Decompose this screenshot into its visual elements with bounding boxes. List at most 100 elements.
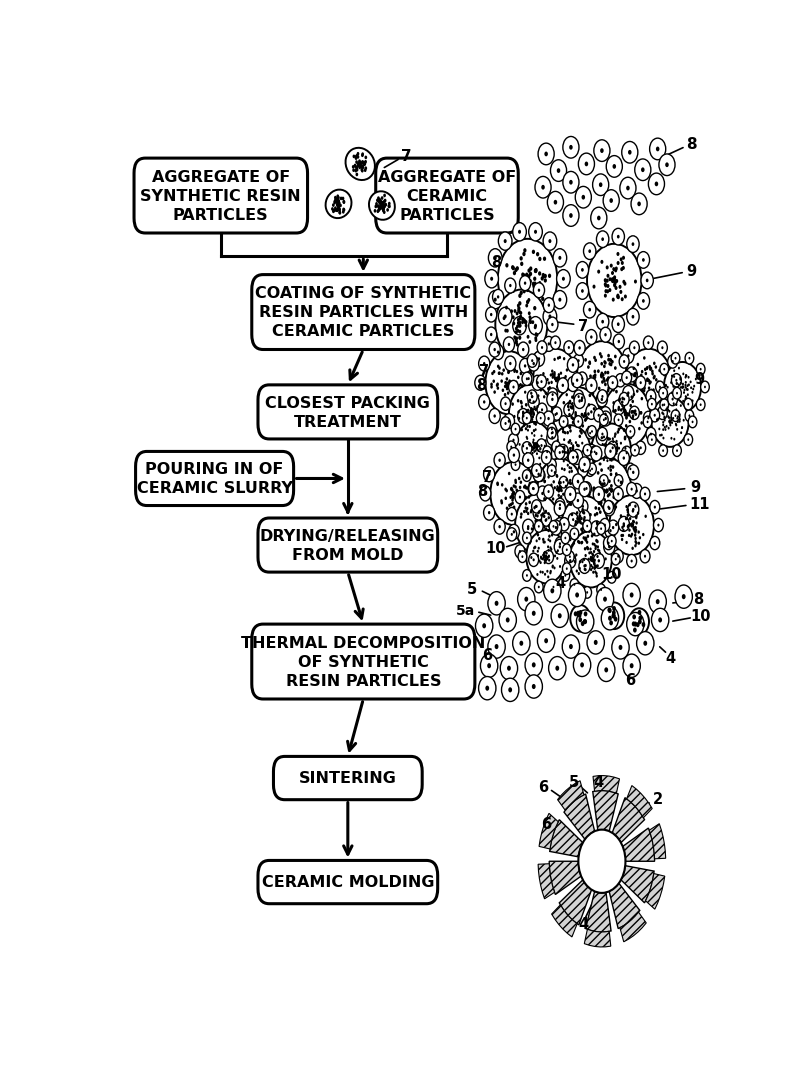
Circle shape: [566, 431, 569, 435]
Circle shape: [361, 165, 364, 168]
Circle shape: [536, 405, 539, 408]
Circle shape: [577, 572, 579, 576]
Circle shape: [556, 356, 559, 361]
Circle shape: [600, 149, 603, 153]
Circle shape: [517, 588, 535, 611]
Circle shape: [646, 390, 655, 404]
Circle shape: [527, 409, 529, 413]
Circle shape: [503, 393, 506, 396]
Circle shape: [543, 498, 546, 501]
Circle shape: [376, 210, 379, 214]
Circle shape: [577, 445, 579, 448]
Circle shape: [555, 378, 558, 381]
Circle shape: [535, 531, 538, 535]
Circle shape: [684, 395, 686, 399]
Circle shape: [602, 483, 606, 486]
Circle shape: [631, 471, 634, 474]
Circle shape: [536, 381, 539, 384]
Circle shape: [383, 194, 386, 198]
Circle shape: [543, 232, 556, 251]
Circle shape: [568, 513, 578, 527]
Circle shape: [548, 491, 551, 495]
Circle shape: [632, 521, 634, 524]
Circle shape: [573, 418, 575, 421]
Circle shape: [526, 487, 528, 490]
Circle shape: [554, 522, 556, 525]
Circle shape: [354, 170, 357, 173]
Circle shape: [475, 615, 492, 637]
Circle shape: [626, 354, 629, 357]
Circle shape: [620, 420, 622, 423]
Circle shape: [380, 202, 384, 205]
Circle shape: [511, 289, 515, 294]
Circle shape: [561, 532, 569, 544]
Circle shape: [551, 429, 552, 431]
Circle shape: [515, 381, 517, 384]
Circle shape: [610, 485, 612, 488]
Circle shape: [654, 507, 655, 509]
Circle shape: [572, 474, 583, 489]
Circle shape: [361, 154, 364, 158]
Circle shape: [681, 386, 683, 389]
Circle shape: [574, 554, 577, 557]
Circle shape: [592, 487, 594, 490]
Circle shape: [538, 510, 540, 513]
Circle shape: [377, 197, 380, 201]
Circle shape: [617, 555, 619, 558]
Circle shape: [534, 337, 537, 340]
Circle shape: [578, 347, 580, 350]
Circle shape: [633, 527, 635, 530]
Circle shape: [573, 583, 575, 586]
FancyBboxPatch shape: [258, 518, 437, 572]
Circle shape: [533, 282, 536, 286]
Circle shape: [527, 496, 530, 499]
Circle shape: [672, 388, 681, 400]
Circle shape: [674, 388, 676, 390]
Circle shape: [573, 354, 583, 368]
Circle shape: [638, 428, 640, 431]
Circle shape: [553, 291, 566, 309]
Circle shape: [531, 528, 533, 531]
Circle shape: [538, 272, 541, 276]
Circle shape: [610, 489, 614, 492]
Circle shape: [625, 416, 627, 419]
Circle shape: [496, 482, 499, 485]
Circle shape: [569, 450, 571, 453]
Text: POURING IN OF
CERAMIC SLURRY: POURING IN OF CERAMIC SLURRY: [137, 462, 292, 496]
Circle shape: [626, 483, 636, 496]
Circle shape: [596, 399, 598, 403]
Circle shape: [634, 534, 636, 537]
Circle shape: [540, 422, 543, 426]
Text: 4: 4: [555, 576, 565, 591]
Circle shape: [598, 352, 601, 356]
Circle shape: [571, 374, 582, 388]
Circle shape: [653, 415, 655, 417]
Circle shape: [614, 558, 616, 561]
Circle shape: [583, 527, 586, 530]
Circle shape: [609, 621, 613, 625]
Circle shape: [607, 377, 617, 390]
Circle shape: [496, 365, 499, 368]
Circle shape: [362, 161, 365, 165]
Circle shape: [352, 156, 355, 159]
Circle shape: [675, 382, 677, 386]
Circle shape: [534, 269, 537, 273]
Circle shape: [525, 305, 528, 308]
Circle shape: [543, 551, 546, 554]
Circle shape: [551, 463, 552, 467]
Circle shape: [683, 389, 685, 392]
Circle shape: [547, 423, 556, 435]
Circle shape: [555, 552, 557, 554]
Circle shape: [573, 390, 583, 404]
Circle shape: [594, 359, 597, 363]
Circle shape: [526, 300, 529, 305]
Circle shape: [554, 501, 565, 516]
Circle shape: [691, 391, 693, 394]
Circle shape: [538, 559, 540, 563]
Circle shape: [629, 431, 631, 433]
Circle shape: [634, 413, 637, 417]
Circle shape: [515, 327, 517, 332]
Circle shape: [597, 659, 614, 681]
Circle shape: [356, 154, 358, 159]
Circle shape: [613, 446, 615, 448]
